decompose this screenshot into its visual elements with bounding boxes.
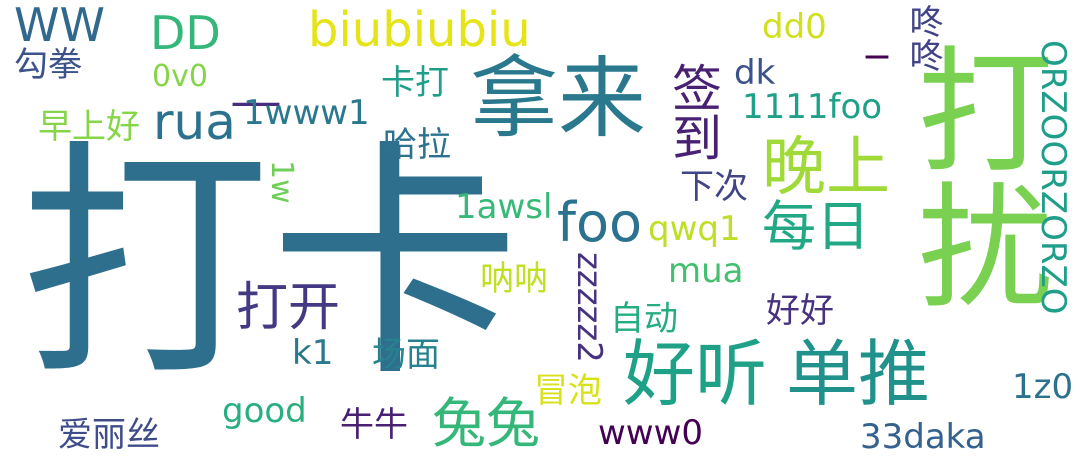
- word-1z0: 1z0: [1012, 367, 1074, 407]
- word-orz: ORZOORZORZO: [1033, 40, 1073, 315]
- word-33daka: 33daka: [860, 417, 986, 457]
- word-qiandao: 签到: [664, 62, 722, 162]
- word-biubiubiu: biubiubiu: [308, 2, 531, 58]
- word-zaoshanghao: 早上好: [38, 107, 140, 147]
- word-haohao: 好好: [766, 291, 834, 331]
- word-1awsl: 1awsl: [455, 187, 553, 227]
- word-zzzzz2: zzzzz2: [569, 252, 609, 363]
- word-dakai: 打开: [236, 278, 341, 338]
- word-qwq1: qwq1: [648, 209, 741, 249]
- word-dashes: __: [233, 52, 279, 106]
- word-wanshang: 晚上: [762, 131, 890, 205]
- word-changmian: 场面: [372, 335, 440, 375]
- word-xiaci: 下次: [680, 167, 748, 207]
- word-dd0: dd0: [762, 7, 827, 47]
- word-www0: www0: [598, 413, 704, 453]
- word-hala: 哈拉: [383, 125, 451, 165]
- word-haoting: 好听: [623, 332, 768, 416]
- word-nana: 呐呐: [480, 259, 548, 299]
- word-daka-large: 打卡: [20, 119, 520, 410]
- word-niuniu: 牛牛: [340, 405, 408, 445]
- word-gouquan: 勾拳: [14, 45, 82, 85]
- word-foo: foo: [557, 191, 643, 254]
- word-mua: mua: [668, 251, 744, 291]
- word-nalai: 拿来: [470, 47, 647, 150]
- word-underscore: _: [866, 8, 888, 59]
- word-1www1: 1www1: [243, 93, 370, 133]
- word-ov0: 0v0: [152, 59, 208, 94]
- word-good: good: [222, 391, 307, 431]
- word-ww: WW: [14, 0, 105, 52]
- word-darao: 打扰: [894, 40, 1052, 312]
- word-tutu: 兔兔: [432, 392, 540, 455]
- word-maopao: 冒泡: [534, 371, 602, 411]
- word-1w: 1w: [264, 160, 299, 204]
- word-meiri: 每日: [762, 195, 870, 258]
- word-dongdong: 咚咚: [903, 4, 943, 72]
- word-kada: 卡打: [381, 63, 449, 103]
- word-dd: DD: [150, 6, 221, 60]
- word-dantui: 单推: [786, 332, 931, 416]
- word-rua: rua: [153, 93, 236, 151]
- word-zidong: 自动: [610, 299, 678, 339]
- word-1111foo: 1111foo: [742, 87, 883, 127]
- word-k1: k1: [292, 333, 334, 373]
- word-ailisi: 爱丽丝: [58, 415, 160, 455]
- word-dk: dk: [734, 53, 776, 93]
